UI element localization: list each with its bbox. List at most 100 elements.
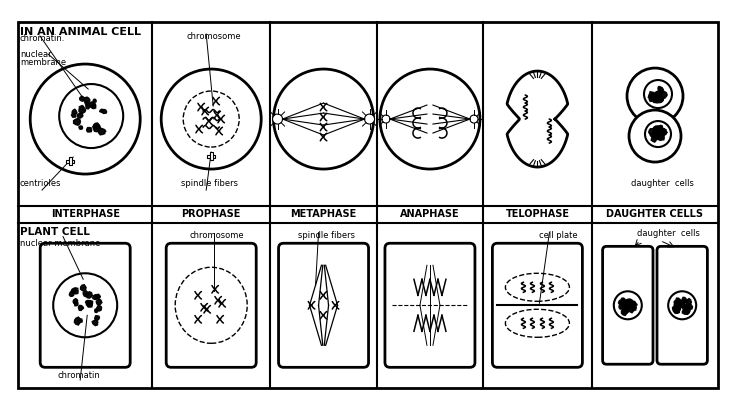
Polygon shape: [102, 110, 107, 114]
Polygon shape: [87, 300, 93, 306]
Polygon shape: [658, 86, 662, 90]
Polygon shape: [79, 306, 84, 310]
FancyBboxPatch shape: [166, 243, 257, 367]
Polygon shape: [673, 306, 678, 312]
Polygon shape: [93, 123, 99, 129]
Polygon shape: [682, 297, 686, 301]
Text: nuclear membrane: nuclear membrane: [20, 238, 101, 248]
Circle shape: [470, 115, 478, 123]
Polygon shape: [653, 126, 658, 131]
Polygon shape: [653, 130, 661, 136]
FancyBboxPatch shape: [40, 243, 130, 367]
Polygon shape: [680, 300, 685, 305]
Polygon shape: [100, 109, 103, 112]
Polygon shape: [684, 310, 688, 314]
Polygon shape: [677, 300, 682, 305]
Text: INTERPHASE: INTERPHASE: [51, 209, 120, 219]
Polygon shape: [74, 317, 81, 325]
Polygon shape: [623, 305, 628, 310]
Polygon shape: [85, 292, 93, 298]
Circle shape: [161, 69, 261, 169]
Bar: [207, 154, 215, 158]
Polygon shape: [653, 97, 659, 103]
Polygon shape: [686, 304, 692, 310]
Polygon shape: [507, 71, 567, 167]
FancyBboxPatch shape: [385, 243, 475, 367]
Polygon shape: [659, 126, 663, 131]
Polygon shape: [96, 306, 101, 311]
Polygon shape: [649, 129, 656, 134]
Polygon shape: [648, 94, 655, 100]
Polygon shape: [79, 96, 85, 101]
FancyBboxPatch shape: [657, 246, 707, 364]
Polygon shape: [623, 307, 628, 312]
Polygon shape: [96, 294, 101, 299]
Polygon shape: [622, 307, 630, 313]
Polygon shape: [95, 316, 99, 320]
Circle shape: [645, 121, 671, 147]
Text: PLANT CELL: PLANT CELL: [20, 226, 90, 236]
Circle shape: [365, 114, 375, 124]
Polygon shape: [655, 96, 661, 100]
Polygon shape: [72, 288, 78, 294]
Circle shape: [380, 69, 480, 169]
Polygon shape: [621, 298, 625, 303]
Polygon shape: [655, 93, 662, 99]
Polygon shape: [69, 292, 74, 296]
Polygon shape: [686, 298, 692, 305]
Polygon shape: [684, 308, 690, 313]
Polygon shape: [92, 320, 98, 326]
Text: cell plate: cell plate: [539, 230, 578, 240]
Polygon shape: [673, 306, 681, 313]
Polygon shape: [659, 88, 664, 92]
Text: daughter  cells: daughter cells: [637, 228, 700, 238]
Text: membrane: membrane: [20, 58, 66, 67]
Text: DAUGHTER CELLS: DAUGHTER CELLS: [606, 209, 703, 219]
Circle shape: [53, 273, 117, 337]
Polygon shape: [684, 305, 690, 312]
Circle shape: [273, 114, 282, 124]
Polygon shape: [631, 302, 637, 308]
Polygon shape: [89, 102, 96, 108]
Polygon shape: [629, 308, 634, 313]
Polygon shape: [653, 131, 660, 138]
Polygon shape: [678, 303, 682, 308]
Polygon shape: [685, 299, 688, 303]
Polygon shape: [659, 130, 665, 136]
Polygon shape: [659, 98, 664, 102]
Polygon shape: [79, 126, 83, 129]
Text: centrioles: centrioles: [20, 179, 62, 188]
Text: TELOPHASE: TELOPHASE: [506, 209, 570, 219]
Polygon shape: [659, 135, 664, 140]
Polygon shape: [653, 99, 656, 102]
Polygon shape: [631, 306, 637, 310]
Polygon shape: [95, 309, 98, 312]
Bar: [68, 157, 72, 165]
Circle shape: [644, 80, 672, 108]
Polygon shape: [656, 135, 661, 140]
Polygon shape: [649, 96, 654, 102]
Text: METAPHASE: METAPHASE: [290, 209, 356, 219]
FancyBboxPatch shape: [603, 246, 653, 364]
Circle shape: [60, 84, 123, 148]
Polygon shape: [630, 301, 636, 306]
Circle shape: [614, 291, 642, 319]
Polygon shape: [674, 300, 678, 304]
Text: chromosome: chromosome: [186, 32, 241, 41]
Polygon shape: [86, 105, 90, 109]
Text: ANAPHASE: ANAPHASE: [400, 209, 460, 219]
FancyBboxPatch shape: [279, 243, 368, 367]
Text: PROPHASE: PROPHASE: [182, 209, 241, 219]
Polygon shape: [85, 300, 90, 304]
Polygon shape: [622, 304, 626, 309]
Polygon shape: [621, 310, 628, 316]
Polygon shape: [678, 302, 684, 307]
Polygon shape: [659, 125, 662, 130]
Polygon shape: [683, 304, 689, 310]
Polygon shape: [650, 133, 654, 137]
Polygon shape: [79, 108, 86, 113]
Polygon shape: [74, 302, 78, 306]
Polygon shape: [87, 128, 92, 132]
Polygon shape: [677, 300, 682, 304]
Polygon shape: [618, 300, 624, 304]
